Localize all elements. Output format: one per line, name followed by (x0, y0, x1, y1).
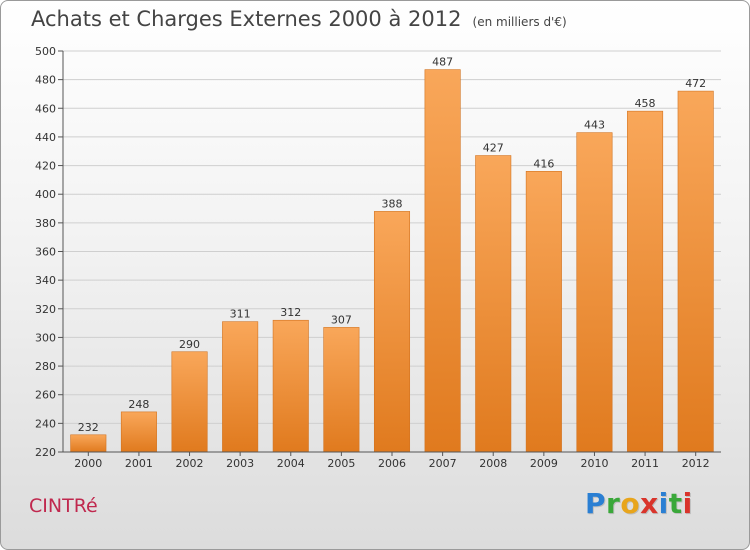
logo-letter: r (606, 487, 621, 520)
bar-2005 (323, 327, 360, 453)
chart-unit: (en milliers d'€) (472, 15, 567, 29)
data-label-2002: 290 (179, 338, 200, 351)
bar-2000 (70, 434, 107, 453)
x-tick-label: 2000 (74, 457, 102, 470)
y-tick-label: 340 (35, 274, 56, 287)
data-label-2009: 416 (533, 157, 554, 170)
data-label-2007: 487 (432, 56, 453, 69)
data-label-2003: 311 (230, 308, 251, 321)
x-tick-label: 2009 (530, 457, 558, 470)
bar-2011 (627, 110, 664, 453)
y-tick-label: 360 (35, 246, 56, 259)
y-tick-label: 460 (35, 102, 56, 115)
data-label-2012: 472 (685, 77, 706, 90)
bar-2006 (373, 211, 411, 453)
logo-letter: i (658, 487, 669, 520)
bar-2007 (424, 69, 461, 453)
bar-2001 (120, 411, 157, 453)
logo-letter: o (620, 487, 641, 520)
bar-2010 (576, 132, 613, 453)
y-tick-label: 380 (35, 217, 56, 230)
y-tick-label: 480 (35, 74, 56, 87)
bar-2003 (222, 321, 259, 453)
data-label-2005: 307 (331, 313, 352, 326)
data-label-2000: 232 (78, 421, 99, 434)
x-tick-label: 2006 (378, 457, 406, 470)
y-tick-label: 300 (35, 331, 56, 344)
bar-2009 (525, 171, 562, 453)
x-tick-label: 2002 (176, 457, 204, 470)
x-tick-label: 2004 (277, 457, 305, 470)
data-label-2011: 458 (635, 97, 656, 110)
x-tick-label: 2007 (429, 457, 457, 470)
proxiti-logo: Proxiti (585, 487, 693, 520)
data-label-2008: 427 (483, 142, 504, 155)
x-tick-label: 2008 (479, 457, 507, 470)
x-tick-label: 2005 (327, 457, 355, 470)
x-tick-label: 2010 (580, 457, 608, 470)
bar-2012 (677, 90, 714, 453)
logo-letter: i (682, 487, 693, 520)
axis-layer: 220 240 260 280 300 320 340 360 380 400 420 440 460 4… (35, 45, 721, 470)
y-tick-label: 280 (35, 360, 56, 373)
data-label-2001: 248 (128, 398, 149, 411)
logo-letter: x (640, 487, 659, 520)
y-tick-label: 240 (35, 417, 56, 430)
data-label-2004: 312 (280, 306, 301, 319)
y-tick-label: 260 (35, 389, 56, 402)
y-tick-label: 400 (35, 188, 56, 201)
bar-2008 (475, 155, 512, 453)
x-tick-label: 2003 (226, 457, 254, 470)
x-tick-label: 2011 (631, 457, 659, 470)
logo-letter: t (668, 487, 683, 520)
data-label-2006: 388 (382, 197, 403, 210)
x-tick-label: 2012 (682, 457, 710, 470)
chart-title: Achats et Charges Externes 2000 à 2012 (31, 7, 462, 31)
title-row: Achats et Charges Externes 2000 à 2012 (… (31, 7, 567, 31)
bar-layer: 232 248 290 311 312 307 388 487 427 416 443 458 472 (70, 56, 714, 453)
y-tick-label: 220 (35, 446, 56, 459)
y-tick-label: 420 (35, 160, 56, 173)
y-tick-label: 500 (35, 45, 56, 58)
commune-name: CINTRé (29, 495, 98, 517)
data-label-2010: 443 (584, 119, 605, 132)
bar-2004 (272, 319, 309, 453)
logo-letter: P (585, 487, 607, 520)
y-tick-label: 440 (35, 131, 56, 144)
bar-2002 (171, 351, 208, 453)
x-tick-label: 2001 (125, 457, 153, 470)
y-tick-label: 320 (35, 303, 56, 316)
